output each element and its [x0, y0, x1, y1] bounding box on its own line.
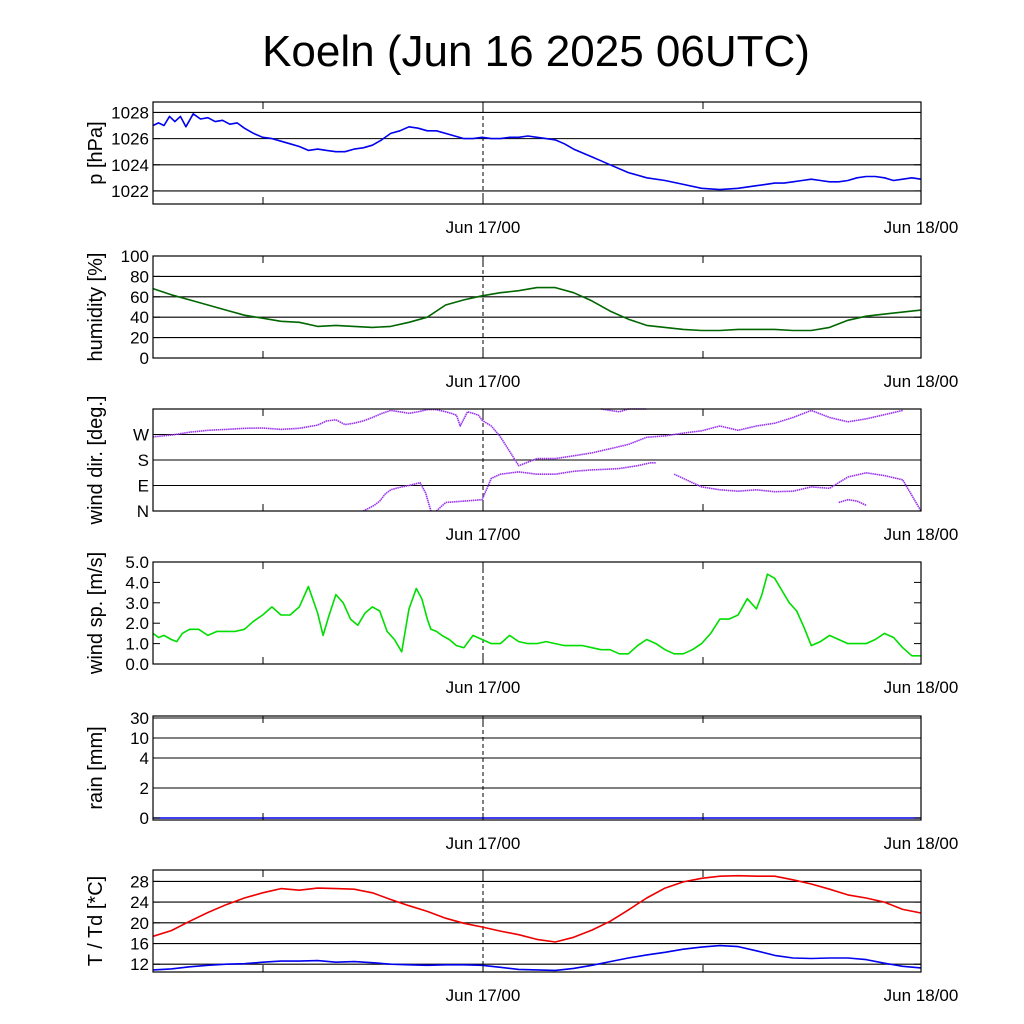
y-tick-label: 1.0	[125, 635, 149, 654]
x-tick-label: Jun 17/00	[446, 986, 521, 1005]
x-tick-label: Jun 17/00	[446, 678, 521, 697]
y-tick-label: 30	[130, 709, 149, 728]
y-axis-label: humidity [%]	[85, 253, 107, 362]
y-tick-label: 20	[130, 329, 149, 348]
y-tick-label: 4	[140, 749, 149, 768]
series-1-line	[152, 286, 922, 332]
y-tick-label: E	[138, 477, 149, 496]
y-tick-label: 0	[140, 349, 149, 368]
series-1-line	[435, 461, 656, 512]
series-1-line	[838, 498, 867, 507]
y-tick-label: 3.0	[125, 594, 149, 613]
panel-1: 1022 1024 1026 1028 Jun 17/00 Jun 18/00 p [hPa…	[85, 101, 959, 237]
plot-frame	[152, 869, 922, 973]
x-tick-label: Jun 18/00	[884, 986, 959, 1005]
y-tick-label: 24	[130, 893, 149, 912]
y-tick-label: S	[138, 451, 149, 470]
y-tick-label: 1022	[111, 182, 149, 201]
series-1-line	[152, 874, 922, 943]
y-tick-label: 60	[130, 288, 149, 307]
y-tick-label: 1028	[111, 103, 149, 122]
x-tick-label: Jun 18/00	[884, 834, 959, 853]
series-2-line	[152, 944, 922, 972]
x-tick-label: Jun 18/00	[884, 372, 959, 391]
series-1-line	[152, 113, 922, 191]
y-tick-label: 80	[130, 267, 149, 286]
x-tick-label: Jun 18/00	[884, 678, 959, 697]
plot-frame	[152, 715, 922, 821]
y-axis-label: rain [mm]	[85, 726, 107, 809]
series-1-line	[152, 573, 921, 657]
x-tick-label: Jun 18/00	[884, 525, 959, 544]
y-tick-label: 1026	[111, 130, 149, 149]
series-1-line	[673, 471, 922, 512]
plot-frame	[152, 561, 922, 665]
y-axis-label: p [hPa]	[85, 121, 107, 184]
series-1-line	[362, 481, 432, 512]
y-axis-label: wind sp. [m/s]	[85, 552, 107, 675]
y-tick-label: 1024	[111, 156, 149, 175]
plot-frame	[152, 101, 922, 205]
y-axis-label: T / Td [*C]	[85, 876, 107, 966]
y-tick-label: 2.0	[125, 614, 149, 633]
x-tick-label: Jun 17/00	[446, 525, 521, 544]
series-1-line	[152, 408, 903, 467]
y-tick-label: 0.0	[125, 655, 149, 674]
y-tick-label: 12	[130, 955, 149, 974]
y-tick-label: 4.0	[125, 573, 149, 592]
x-tick-label: Jun 17/00	[446, 372, 521, 391]
y-tick-label: 2	[140, 779, 149, 798]
y-tick-label: W	[133, 426, 149, 445]
plot-frame	[152, 255, 922, 359]
y-tick-label: 10	[130, 729, 149, 748]
y-tick-label: 16	[130, 935, 149, 954]
x-tick-label: Jun 18/00	[884, 218, 959, 237]
y-tick-label: 28	[130, 872, 149, 891]
x-tick-label: Jun 17/00	[446, 834, 521, 853]
y-tick-label: 40	[130, 308, 149, 327]
y-tick-label: 20	[130, 914, 149, 933]
y-axis-label: wind dir. [deg.]	[85, 396, 107, 526]
y-tick-label: N	[137, 502, 149, 521]
y-tick-label: 5.0	[125, 553, 149, 572]
x-tick-label: Jun 17/00	[446, 218, 521, 237]
y-tick-label: 100	[121, 247, 149, 266]
y-tick-label: 0	[140, 809, 149, 828]
chart-title: Koeln (Jun 16 2025 06UTC)	[262, 27, 810, 76]
panel-4: 0.01.0 2.03.0 4.05.0 Jun 17/00 Jun 18/00 wind…	[85, 552, 958, 697]
